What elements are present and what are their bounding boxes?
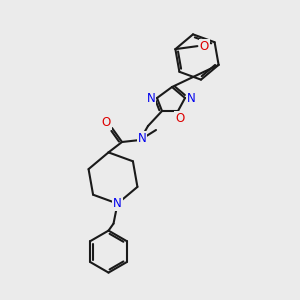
- Text: N: N: [147, 92, 155, 104]
- Text: O: O: [101, 116, 111, 130]
- Text: N: N: [113, 197, 122, 210]
- Text: O: O: [200, 40, 209, 52]
- Text: N: N: [138, 131, 146, 145]
- Text: N: N: [187, 92, 195, 104]
- Text: O: O: [176, 112, 184, 124]
